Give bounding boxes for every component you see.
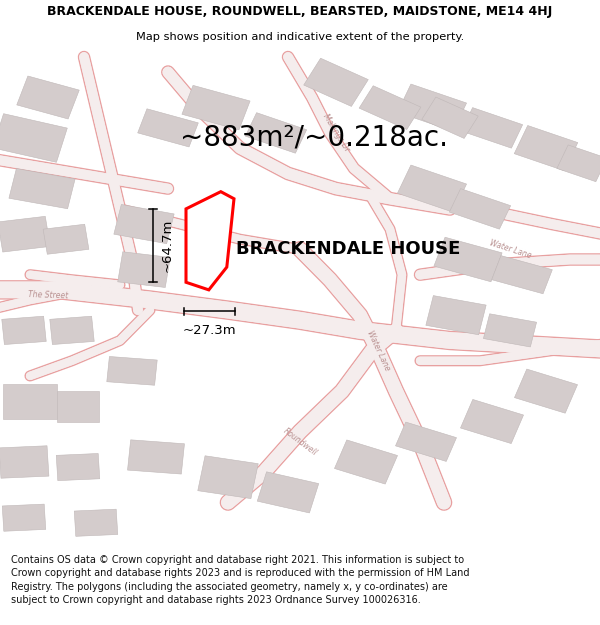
Text: Contains OS data © Crown copyright and database right 2021. This information is : Contains OS data © Crown copyright and d… <box>11 555 469 605</box>
Text: ~883m²/~0.218ac.: ~883m²/~0.218ac. <box>180 124 448 152</box>
Bar <box>449 189 511 229</box>
Bar <box>9 169 75 209</box>
Bar <box>3 384 57 419</box>
Text: Map shows position and indicative extent of the property.: Map shows position and indicative extent… <box>136 31 464 41</box>
Bar <box>397 165 467 212</box>
Bar <box>56 454 100 481</box>
Bar <box>128 440 184 474</box>
Bar <box>0 114 67 162</box>
Text: BRACKENDALE HOUSE: BRACKENDALE HOUSE <box>236 241 460 258</box>
Bar <box>557 145 600 182</box>
Bar <box>74 509 118 536</box>
Text: Mallings Dr: Mallings Dr <box>321 112 351 154</box>
Bar <box>114 204 174 244</box>
Bar <box>514 126 578 171</box>
Bar <box>434 238 502 282</box>
Text: ~27.3m: ~27.3m <box>182 324 236 337</box>
Bar <box>397 84 467 131</box>
Bar <box>0 216 50 252</box>
Bar <box>426 296 486 335</box>
Text: Roundwell: Roundwell <box>281 426 319 458</box>
Bar <box>245 112 307 153</box>
Text: The Street: The Street <box>28 290 68 300</box>
Bar <box>198 456 258 499</box>
Bar <box>137 109 199 147</box>
Text: Water Lane: Water Lane <box>365 329 391 372</box>
Bar <box>43 224 89 254</box>
Text: Water Lane: Water Lane <box>488 238 532 261</box>
Bar <box>422 97 478 138</box>
Bar <box>2 316 46 344</box>
Bar <box>460 399 524 444</box>
Bar <box>359 86 421 129</box>
Bar <box>2 504 46 531</box>
Bar <box>491 256 553 294</box>
Bar <box>107 356 157 385</box>
Bar <box>334 440 398 484</box>
Bar <box>118 252 170 288</box>
Bar <box>395 422 457 461</box>
Bar <box>304 58 368 106</box>
Polygon shape <box>186 192 234 290</box>
Bar <box>17 76 79 119</box>
Text: BRACKENDALE HOUSE, ROUNDWELL, BEARSTED, MAIDSTONE, ME14 4HJ: BRACKENDALE HOUSE, ROUNDWELL, BEARSTED, … <box>47 5 553 18</box>
Bar <box>484 314 536 347</box>
Bar <box>57 391 99 421</box>
Text: ~64.7m: ~64.7m <box>160 219 173 272</box>
Bar <box>182 86 250 130</box>
Bar <box>461 107 523 148</box>
Bar <box>257 472 319 513</box>
Bar <box>0 446 49 478</box>
Bar <box>514 369 578 413</box>
Bar <box>50 316 94 344</box>
